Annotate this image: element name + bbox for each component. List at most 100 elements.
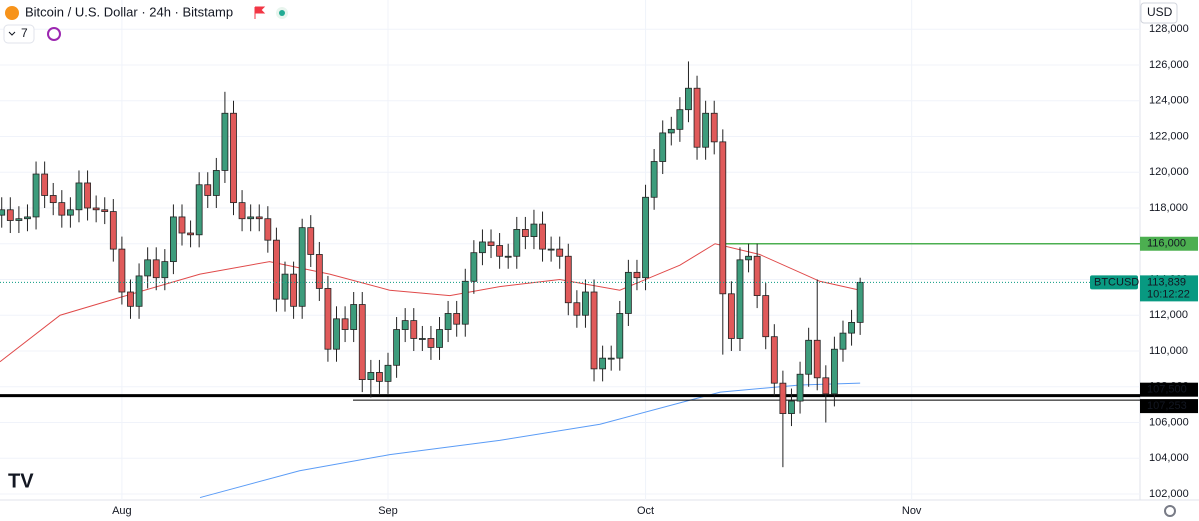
candle-body	[676, 109, 684, 130]
candle-body	[264, 218, 272, 241]
candle-body	[376, 372, 383, 382]
y-tick-label: 124,000	[1149, 95, 1189, 107]
candle-body	[813, 339, 821, 379]
candle-body	[255, 216, 263, 220]
last-price-box	[1140, 275, 1198, 302]
candle-body	[307, 227, 315, 255]
symbol-tag-box	[1090, 275, 1138, 290]
candle-body	[487, 241, 495, 246]
candle-body	[830, 348, 838, 395]
candle-body	[573, 302, 581, 316]
status-dot	[279, 10, 285, 16]
candle-body	[539, 223, 546, 250]
price-label: 107,500	[1147, 384, 1187, 396]
candle-body	[333, 318, 340, 350]
currency: USD	[1147, 5, 1173, 19]
candle-body	[779, 382, 787, 414]
candle-body	[290, 273, 297, 307]
candle-body	[75, 182, 83, 211]
candle-body	[410, 320, 418, 339]
btc-icon	[5, 6, 19, 20]
candle-body	[367, 372, 375, 380]
candle-body	[702, 112, 710, 148]
candle-body	[238, 202, 246, 220]
candle-body	[212, 170, 220, 196]
y-tick-label: 118,000	[1149, 202, 1188, 214]
price-label: 116,000	[1147, 238, 1186, 250]
x-tick-label: Oct	[637, 505, 654, 517]
candle-body	[127, 291, 134, 307]
settings-icon[interactable]	[1164, 505, 1176, 517]
candle-body	[564, 255, 572, 304]
y-tick-label: 126,000	[1149, 59, 1189, 71]
candle-body	[496, 245, 504, 257]
candle-body	[135, 275, 143, 307]
candle-body	[839, 332, 847, 350]
y-tick-label: 120,000	[1149, 166, 1189, 178]
candle-body	[92, 207, 100, 211]
candle-body	[599, 357, 607, 370]
candle-body	[350, 304, 358, 330]
candle-body	[418, 338, 426, 340]
candle-body	[762, 295, 770, 338]
candle-body	[856, 281, 864, 323]
candle-body	[109, 211, 117, 250]
y-tick-label: 122,000	[1149, 130, 1189, 142]
candle-body	[461, 280, 469, 325]
indicator-toggle[interactable]	[3, 24, 35, 44]
candle-body	[530, 223, 538, 237]
candle-body	[144, 259, 152, 277]
candle-body	[118, 248, 126, 293]
candle-body	[633, 271, 641, 279]
candle-body	[195, 184, 203, 236]
plot	[0, 0, 1140, 500]
price-label-box	[1140, 236, 1198, 251]
candle-body	[590, 291, 598, 370]
candle-body	[745, 255, 752, 261]
candle-body	[341, 318, 349, 330]
tv-logo: TV	[8, 470, 34, 492]
candle-body	[848, 321, 855, 334]
candle-body	[204, 184, 212, 196]
candle-body	[298, 227, 306, 307]
candle-body	[393, 329, 401, 366]
candle-body	[659, 132, 667, 162]
candle-body	[152, 259, 160, 279]
currency-button[interactable]	[1140, 2, 1178, 24]
candle-body	[444, 313, 452, 330]
candle-body	[521, 229, 529, 237]
candle-body	[178, 216, 186, 234]
flag-icon	[254, 6, 266, 19]
candle-body	[513, 229, 521, 257]
sync-icon[interactable]	[47, 27, 61, 41]
candle-body	[504, 255, 512, 258]
candle-body	[667, 128, 675, 134]
candle-body	[479, 241, 486, 254]
countdown: 10:12:22	[1147, 288, 1190, 300]
candle-body	[624, 271, 632, 314]
candle-body	[247, 216, 255, 220]
candle-body	[187, 232, 194, 236]
candle-body	[642, 196, 649, 279]
y-tick-label: 102,000	[1149, 488, 1189, 500]
symbol-tag: BTCUSD	[1094, 276, 1139, 288]
candle-body	[693, 87, 701, 148]
candle-body	[427, 338, 435, 348]
candle-body	[49, 195, 57, 204]
symbol-title: Bitcoin / U.S. Dollar · 24h · Bitstamp	[25, 4, 233, 19]
candle-body	[66, 209, 74, 216]
candle-body	[273, 239, 280, 300]
candle-body	[6, 209, 14, 221]
y-tick-label: 128,000	[1149, 23, 1189, 35]
candle-body	[101, 209, 109, 212]
x-tick-label: Aug	[112, 505, 132, 517]
candle-body	[719, 141, 727, 295]
candle-body	[822, 377, 830, 395]
candle-body	[788, 400, 795, 414]
candle-body	[685, 87, 692, 111]
y-tick-label: 106,000	[1149, 416, 1189, 428]
candle-body	[582, 291, 589, 316]
candle-body	[547, 248, 555, 251]
moving-average	[199, 382, 861, 499]
